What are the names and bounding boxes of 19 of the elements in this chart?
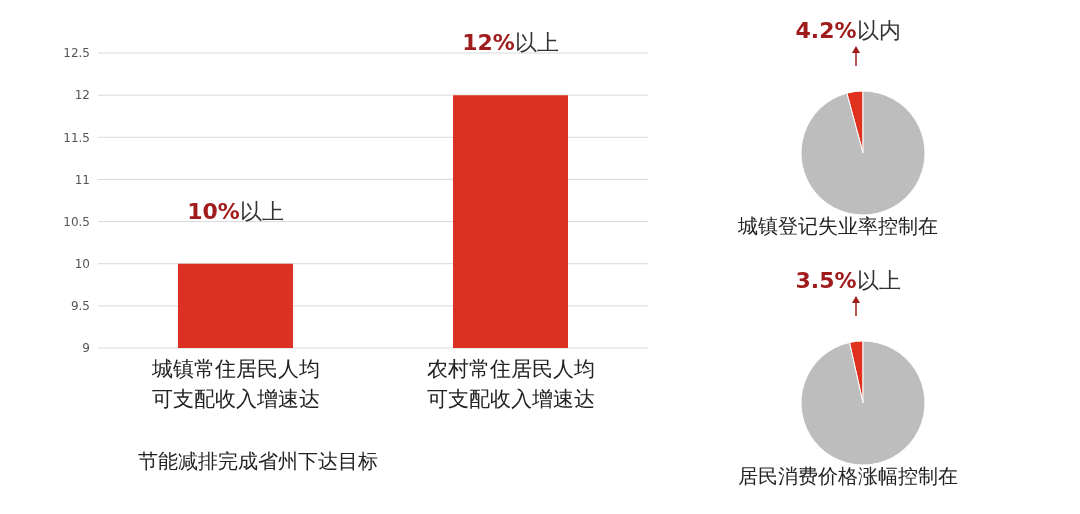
y-tick-label: 11 (74, 172, 90, 187)
data-label: 4.2%以内 (795, 18, 901, 43)
x-tick-label: 城镇常住居民人均可支配收入增速达 (150, 357, 320, 411)
data-label: 3.5%以上 (795, 268, 901, 293)
text: 节能减排完成省州下达目标 (138, 448, 378, 475)
data-label: 10%以上 (187, 198, 284, 224)
y-tick-label: 9 (82, 341, 90, 356)
text: 城镇登记失业率控制在 (738, 213, 938, 240)
y-tick-label: 10 (74, 256, 90, 271)
y-tick-label: 10.5 (63, 214, 90, 229)
y-tick-label: 12.5 (63, 46, 90, 61)
text: 居民消费价格涨幅控制在 (738, 463, 958, 490)
y-tick-label: 9.5 (70, 299, 90, 314)
data-label: 12%以上 (462, 30, 559, 56)
pie-slice (800, 340, 926, 466)
y-tick-label: 12 (74, 88, 90, 103)
y-tick-label: 11.5 (63, 130, 90, 145)
pie-slice (800, 90, 926, 216)
x-tick-label: 农村常住居民人均可支配收入增速达 (426, 357, 595, 411)
